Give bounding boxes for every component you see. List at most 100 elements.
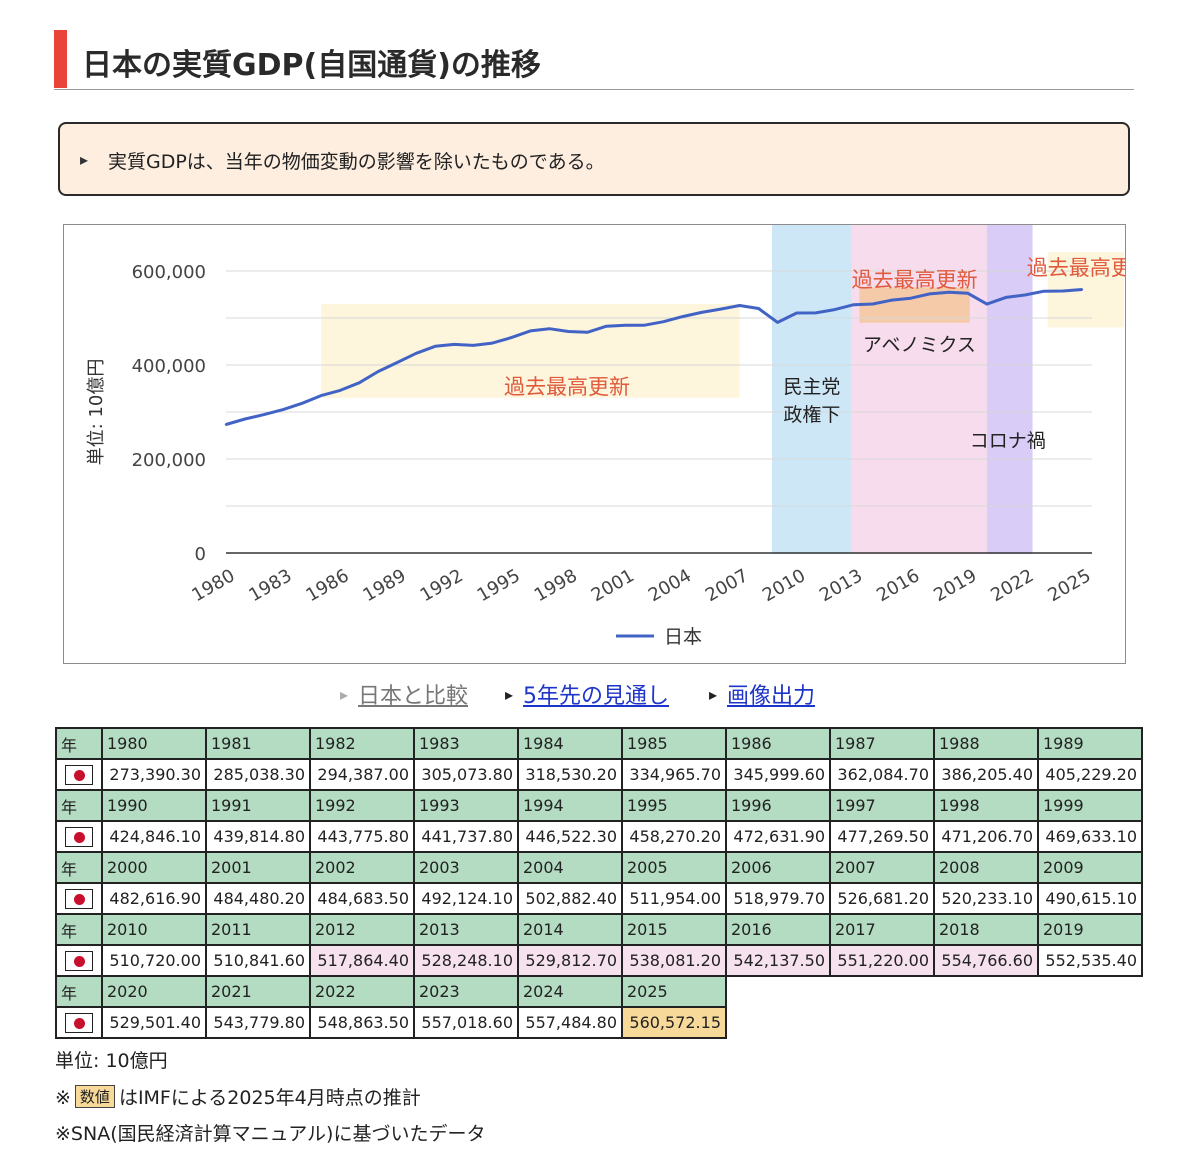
data-point: [262, 413, 266, 416]
year-cell: 2005: [621, 851, 727, 884]
year-cell: 1997: [829, 789, 935, 822]
compare-japan-link[interactable]: ▸ 日本と比較: [340, 678, 468, 710]
year-cell: 1988: [933, 727, 1039, 760]
unit-note: 単位: 10億円: [55, 1050, 168, 1072]
note-text: 実質GDPは、当年の物価変動の影響を除いたものである。: [108, 151, 605, 173]
year-header-cell: 年: [55, 789, 103, 822]
period-band-1: [851, 225, 987, 554]
flag-sun: [74, 955, 85, 967]
year-cell: 2009: [1037, 851, 1143, 884]
year-header-cell: 年: [55, 913, 103, 946]
year-cell: 1983: [413, 727, 519, 760]
data-point: [453, 343, 456, 346]
data-point: [738, 304, 741, 307]
gdp-value-cell: 517,864.40: [309, 944, 415, 977]
gdp-value-cell: 552,535.40: [1037, 944, 1143, 977]
gdp-value-cell: 528,248.10: [413, 944, 519, 977]
gdp-value-cell: 273,390.30: [101, 758, 207, 791]
estimate-badge: 数値: [74, 1085, 115, 1108]
x-tick-label: 1992: [417, 565, 467, 606]
data-point: [928, 292, 932, 296]
data-point: [434, 345, 437, 348]
gdp-value-cell: 548,863.50: [309, 1006, 415, 1039]
year-cell: 1994: [517, 789, 623, 822]
legend-label: 日本: [664, 626, 702, 648]
data-point: [548, 327, 551, 330]
gdp-value-cell: 458,270.20: [621, 820, 727, 853]
record-label: 過去最高更新: [852, 268, 978, 292]
gdp-value-cell: 543,779.80: [205, 1006, 311, 1039]
x-tick-label: 2025: [1044, 565, 1094, 606]
year-cell: 2003: [413, 851, 519, 884]
gdp-value-cell: 510,720.00: [101, 944, 207, 977]
data-point: [795, 311, 798, 315]
year-cell: 2004: [517, 851, 623, 884]
gdp-value-cell: 484,683.50: [309, 882, 415, 915]
data-point: [300, 402, 304, 405]
year-cell: 1992: [309, 789, 415, 822]
gdp-value-cell: 520,233.10: [933, 882, 1039, 915]
gdp-value-cell: 424,846.10: [101, 820, 207, 853]
year-cell: 1986: [725, 727, 831, 760]
x-tick-label: 2010: [759, 565, 809, 606]
data-point: [1023, 293, 1027, 297]
data-point: [567, 330, 570, 333]
year-cell: 1999: [1037, 789, 1143, 822]
flag-cell: [55, 1006, 103, 1039]
year-cell: 2018: [933, 913, 1039, 946]
five-year-outlook-link[interactable]: ▸ 5年先の見通し: [505, 678, 669, 710]
chevron-right-icon: ▸: [709, 685, 718, 704]
y-tick-label: 400,000: [132, 356, 206, 377]
gdp-value-cell: 334,965.70: [621, 758, 727, 791]
image-export-link[interactable]: ▸ 画像出力: [709, 678, 815, 710]
data-point: [472, 344, 475, 347]
data-point: [719, 307, 722, 311]
gdp-value-cell: 285,038.30: [205, 758, 311, 791]
gdp-value-cell: 484,480.20: [205, 882, 311, 915]
empty-cell: [830, 976, 934, 1007]
japan-flag-icon: [65, 950, 93, 971]
y-tick-label: 0: [195, 544, 206, 565]
gdp-value-cell: 554,766.60: [933, 944, 1039, 977]
table-year-row: 年 2020 2021 2022 2023 2024 2025: [55, 975, 1142, 1008]
table-value-row: 482,616.90 484,480.20 484,683.50 492,124.10…: [55, 882, 1143, 915]
empty-cell: [934, 976, 1038, 1007]
empty-cell: [726, 1007, 830, 1038]
year-header-cell: 年: [55, 851, 103, 884]
empty-cell: [1038, 976, 1142, 1007]
gdp-value-cell: 492,124.10: [413, 882, 519, 915]
table-year-row: 年 1990 1991 1992 1993 1994 1995 1996 1997 1998 199…: [55, 789, 1143, 822]
gdp-value-cell: 557,018.60: [413, 1006, 519, 1039]
chevron-right-icon: ▸: [505, 685, 514, 704]
gdp-value-cell: 472,631.90: [725, 820, 831, 853]
gdp-value-cell: 542,137.50: [725, 944, 831, 977]
year-cell: 2002: [309, 851, 415, 884]
x-tick-label: 1998: [531, 565, 581, 606]
year-cell: 1982: [309, 727, 415, 760]
empty-cell: [830, 1007, 934, 1038]
data-point: [852, 303, 855, 306]
data-point: [966, 292, 970, 295]
data-point: [624, 324, 627, 327]
x-tick-label: 2004: [645, 565, 695, 606]
table-value-row: 510,720.00 510,841.60 517,864.40 528,248.10…: [55, 944, 1143, 977]
series-line-japan: [225, 288, 1083, 426]
data-point: [776, 321, 779, 324]
x-tick-label: 2013: [816, 565, 866, 606]
gdp-value-cell: 529,501.40: [101, 1006, 207, 1039]
gdp-value-cell: 294,387.00: [309, 758, 415, 791]
y-axis-label: 単位: 10億円: [86, 359, 107, 466]
gdp-value-cell: 477,269.50: [829, 820, 935, 853]
data-point: [415, 352, 418, 355]
flag-cell: [55, 944, 103, 977]
gdp-value-cell: 471,206.70: [933, 820, 1039, 853]
y-tick-label: 200,000: [132, 450, 206, 471]
gdp-value-cell: 560,572.15: [621, 1006, 727, 1039]
data-point: [319, 394, 323, 397]
period-band-2: [986, 225, 1033, 554]
link-bar: ▸ 日本と比較 ▸ 5年先の見通し ▸ 画像出力: [0, 678, 1200, 712]
gdp-value-cell: 443,775.80: [309, 820, 415, 853]
data-point: [1080, 288, 1084, 291]
data-point: [700, 311, 703, 314]
